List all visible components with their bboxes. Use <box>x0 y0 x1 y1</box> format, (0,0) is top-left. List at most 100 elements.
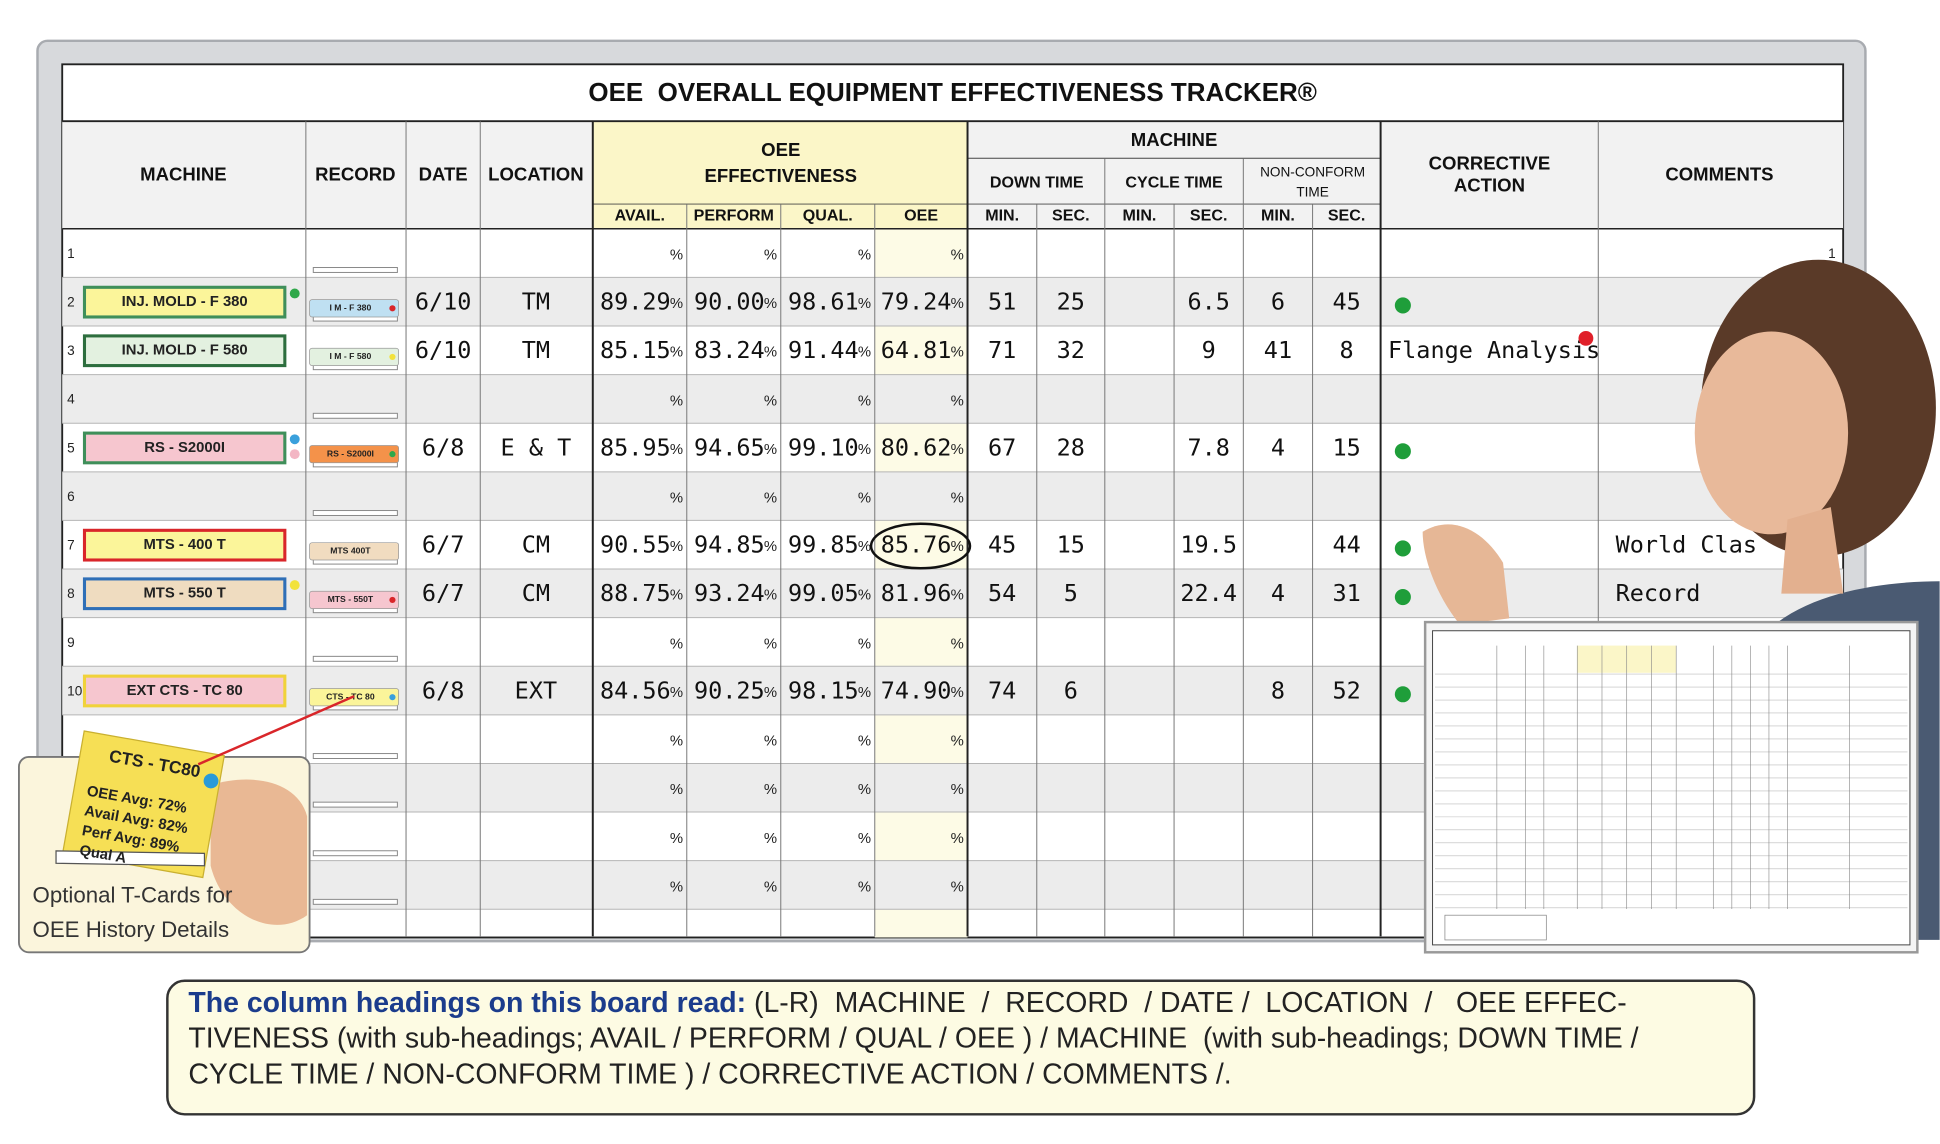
percent-sign: % <box>951 491 964 507</box>
header-bg <box>967 121 1844 229</box>
perform-value: 93.24 <box>694 579 765 607</box>
machine-tag-label: INJ. MOLD - F 380 <box>122 294 248 310</box>
caption: The column headings on this board read: … <box>188 987 1638 1091</box>
column-header: SEC. <box>1328 207 1366 225</box>
percent-sign: % <box>670 636 683 652</box>
column-header: RECORD <box>315 164 395 185</box>
record-tag <box>309 299 399 318</box>
oee-value: 81.96 <box>881 579 952 607</box>
tag-dot <box>289 434 300 445</box>
column-header: PERFORM <box>694 207 774 225</box>
board-title: OEE OVERALL EQUIPMENT EFFECTIVENESS TRAC… <box>588 77 1317 107</box>
column-header: MACHINE <box>140 164 227 185</box>
header-bg <box>62 121 593 229</box>
machine-tag <box>82 285 287 319</box>
caption-lead: The column headings on this board read: <box>188 987 746 1019</box>
qual-value: 98.15 <box>788 676 859 704</box>
row-number: 6 <box>67 489 75 504</box>
record-tag <box>309 445 399 464</box>
caption-text: (L-R) MACHINE / RECORD / DATE / LOCATION… <box>746 987 1627 1019</box>
record-dot <box>389 305 396 312</box>
machine-tag-label: MTS - 400 T <box>143 537 225 553</box>
machine-tag-label: MTS - 550 T <box>143 586 225 602</box>
oee-header-bg <box>592 121 968 229</box>
percent-sign: % <box>858 442 871 458</box>
percent-sign: % <box>670 831 683 847</box>
date: 6/7 <box>422 579 464 607</box>
perform-value: 83.24 <box>694 336 765 364</box>
row-number: 5 <box>67 440 75 455</box>
avail-value: 90.55 <box>600 530 671 558</box>
percent-sign: % <box>951 393 964 409</box>
percent-sign: % <box>951 636 964 652</box>
tag-dot <box>289 288 300 299</box>
corrective-action: Flange Analysis <box>1388 336 1600 364</box>
percent-sign: % <box>858 296 871 312</box>
row-number: 1 <box>67 246 75 261</box>
column-header: MIN. <box>1261 207 1295 225</box>
column-header: EFFECTIVENESS <box>705 165 858 186</box>
nc-sec: 8 <box>1340 336 1354 364</box>
record-slot <box>312 267 398 273</box>
cycle-sec: 6.5 <box>1187 287 1229 315</box>
percent-sign: % <box>951 734 964 750</box>
perform-value: 90.25 <box>694 676 765 704</box>
comment: Record <box>1616 579 1701 607</box>
percent-sign: % <box>858 345 871 361</box>
percent-sign: % <box>951 539 964 555</box>
location: E & T <box>501 433 572 461</box>
machine-tag-label: RS - S2000I <box>144 440 225 456</box>
column-header: QUAL. <box>803 207 853 225</box>
qual-value: 91.44 <box>788 336 859 364</box>
oee-value: 79.24 <box>881 287 952 315</box>
status-dot <box>1394 540 1411 557</box>
record-tag-label: MTS 400T <box>330 546 371 556</box>
down-sec: 32 <box>1057 336 1085 364</box>
percent-sign: % <box>858 393 871 409</box>
percent-sign: % <box>764 734 777 750</box>
record-dot <box>389 694 396 701</box>
row-number: 3 <box>67 343 75 358</box>
caption-box <box>166 979 1756 1116</box>
column-header: COMMENTS <box>1665 164 1773 185</box>
cycle-sec: 9 <box>1202 336 1216 364</box>
record-tag <box>309 590 399 609</box>
date: 6/7 <box>422 530 464 558</box>
record-dot <box>389 596 396 604</box>
record-slot <box>312 850 398 857</box>
status-dot <box>1394 686 1411 703</box>
record-slot <box>312 753 398 759</box>
comment: World Clas <box>1616 530 1757 558</box>
record-slot <box>312 801 398 808</box>
percent-sign: % <box>951 685 964 701</box>
percent-sign: % <box>670 588 683 604</box>
percent-sign: % <box>951 442 964 458</box>
column-header: CYCLE TIME <box>1125 173 1223 191</box>
column-header: MACHINE <box>1131 129 1218 150</box>
nc-min: 6 <box>1271 287 1285 315</box>
percent-sign: % <box>764 831 777 847</box>
tag-dot <box>289 449 300 460</box>
action-dot <box>1578 330 1594 346</box>
percent-sign: % <box>670 345 683 361</box>
percent-sign: % <box>670 247 683 263</box>
column-header: ACTION <box>1454 175 1525 196</box>
record-tag <box>309 347 399 366</box>
record-dot <box>389 451 396 458</box>
qual-value: 98.61 <box>788 287 859 315</box>
date: 6/10 <box>415 336 472 364</box>
down-sec: 28 <box>1057 433 1085 461</box>
percent-sign: % <box>764 782 777 798</box>
perform-value: 90.00 <box>694 287 765 315</box>
thumb-legend <box>1444 914 1547 941</box>
percent-sign: % <box>670 491 683 507</box>
down-sec: 6 <box>1064 676 1078 704</box>
location: TM <box>522 336 550 364</box>
percent-sign: % <box>670 539 683 555</box>
tcard-caption: OEE History Details <box>33 917 230 942</box>
percent-sign: % <box>858 636 871 652</box>
oee-value: 64.81 <box>881 336 952 364</box>
date: 6/8 <box>422 433 464 461</box>
caption-line: TIVENESS (with sub-headings; AVAIL / PER… <box>188 1023 1638 1055</box>
